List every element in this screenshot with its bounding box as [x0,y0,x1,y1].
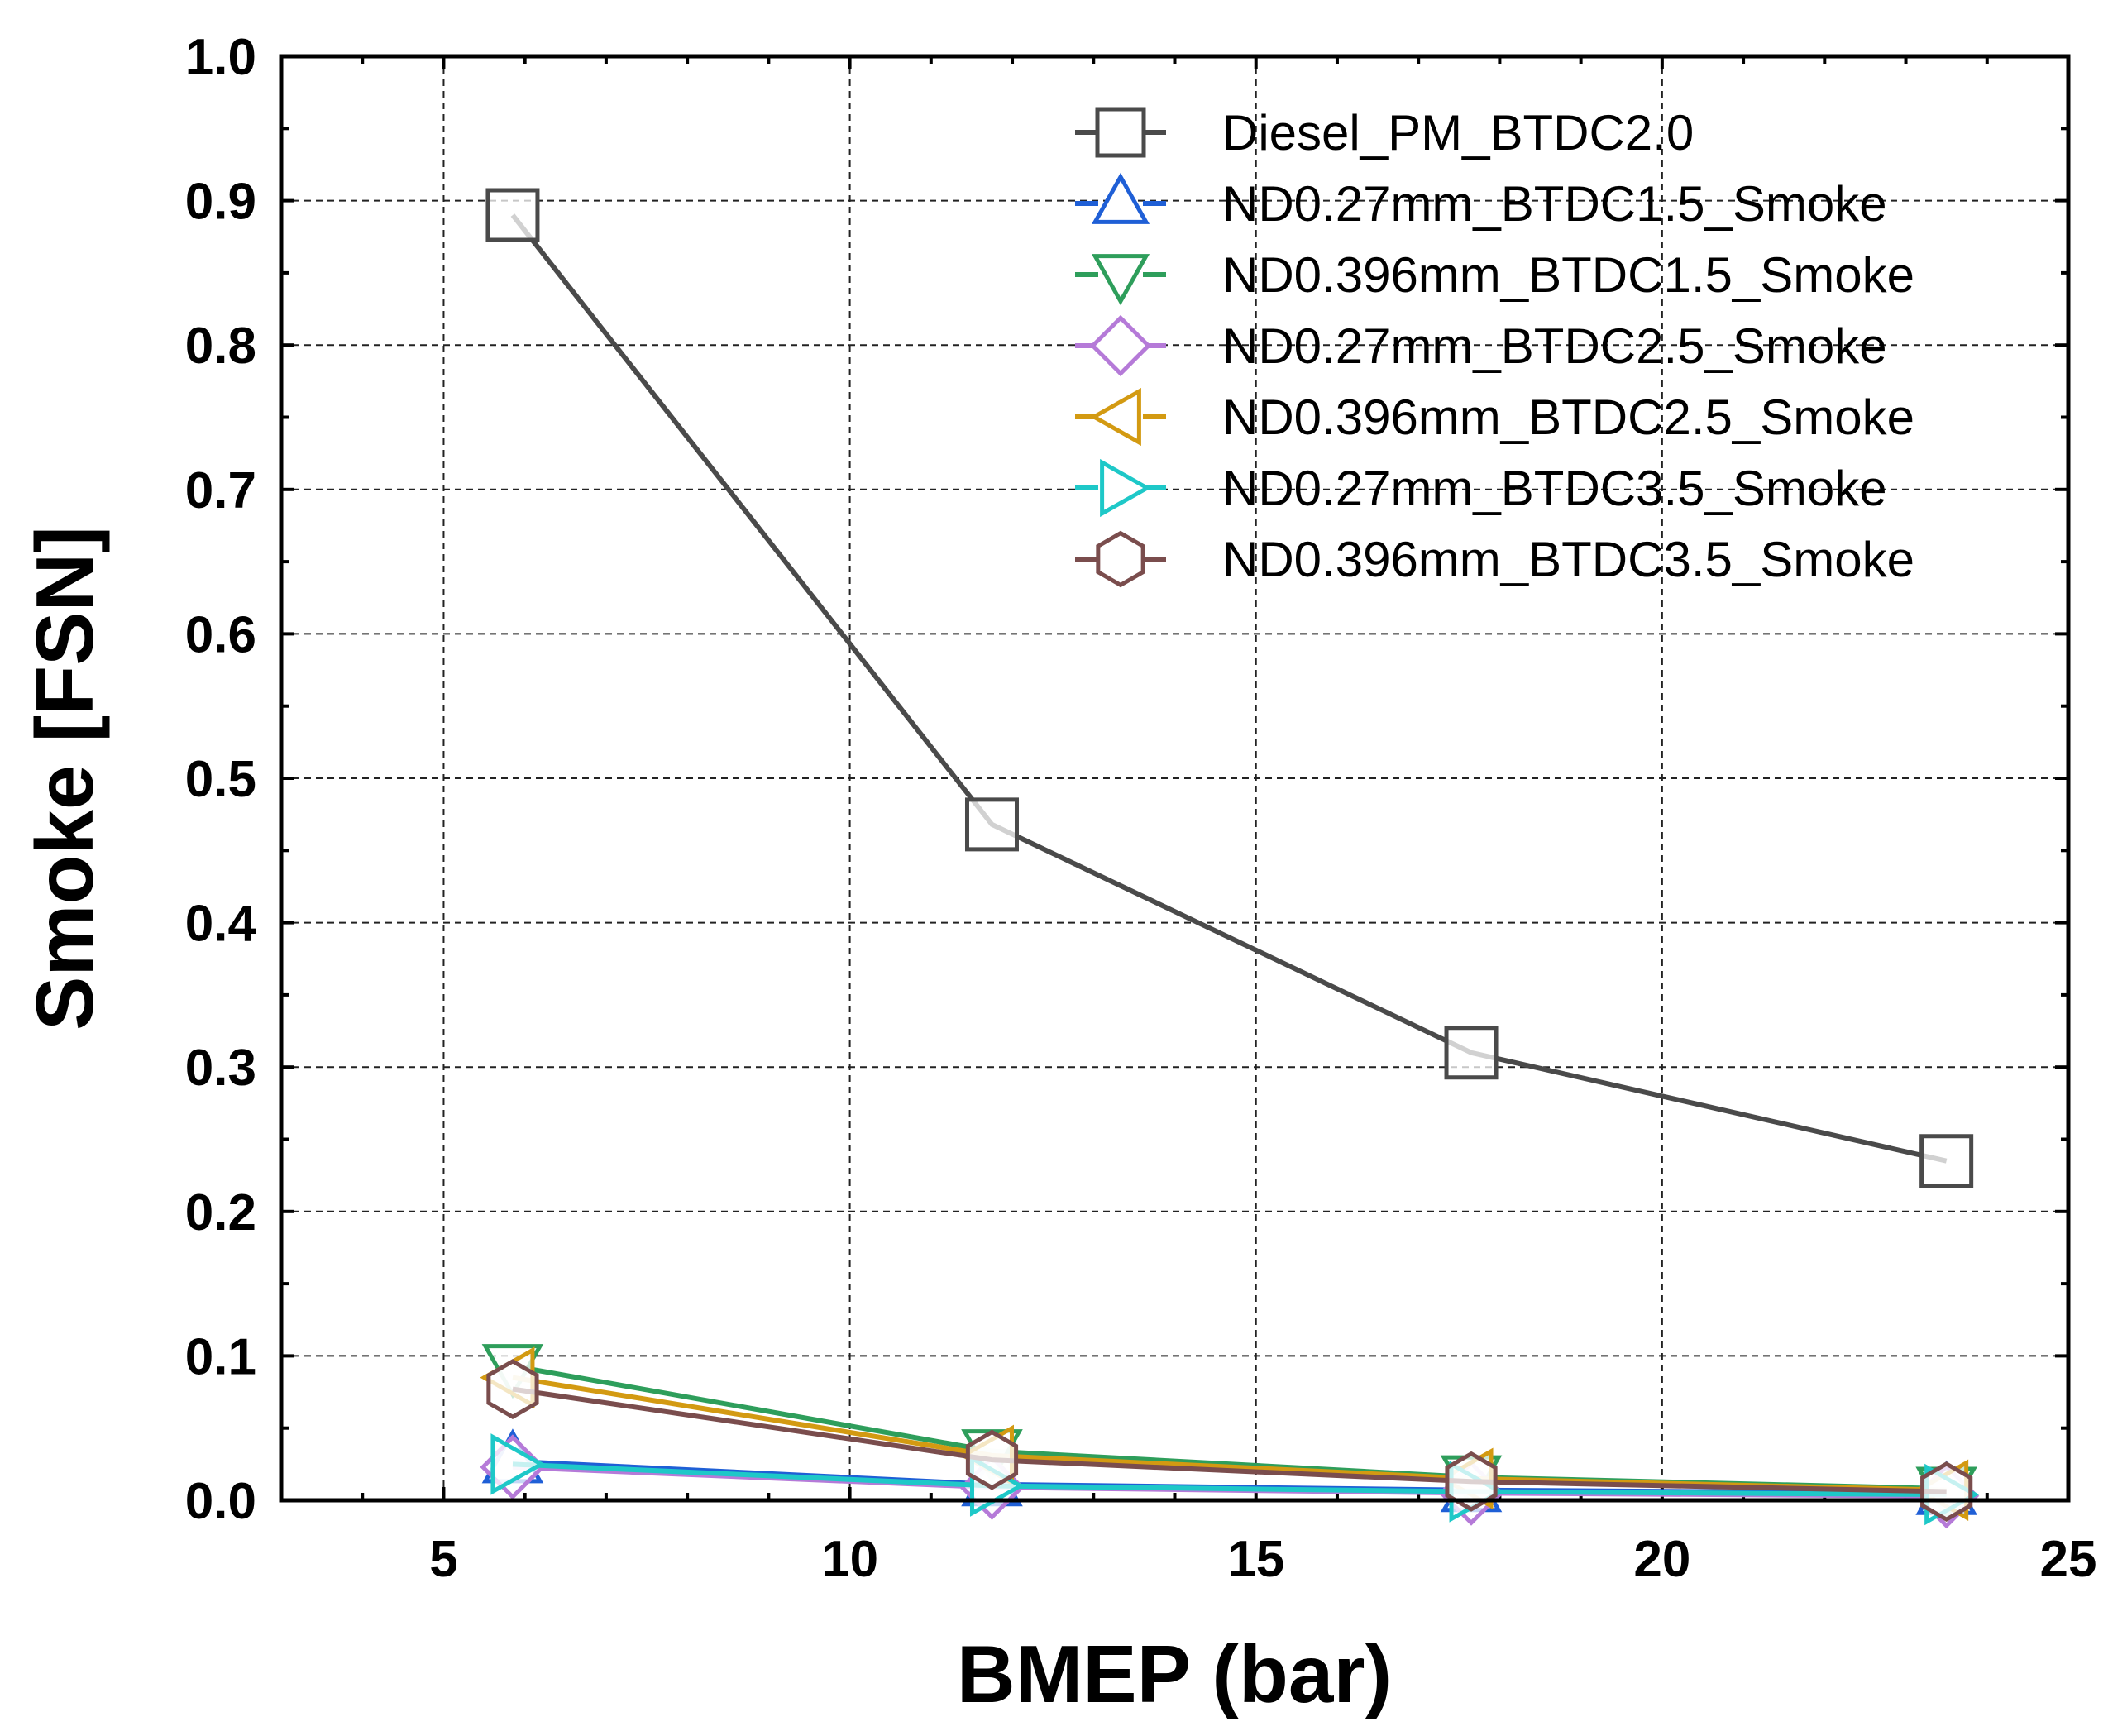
legend-label: ND0.396mm_BTDC2.5_Smoke [1222,390,1914,445]
legend-entry: ND0.27mm_BTDC1.5_Smoke [1075,172,1887,232]
series-layer [480,188,1980,1529]
y-axis-title: Smoke [FSN] [19,526,110,1031]
data-point [485,188,540,242]
data-point [1920,1461,1973,1523]
x-tick-label: 20 [1633,1531,1690,1588]
legend-marker [1095,107,1146,158]
legend-entry: Diesel_PM_BTDC2.0 [1075,105,1694,160]
series-3 [480,1434,1980,1529]
data-point [490,1433,546,1495]
data-point [486,1359,539,1420]
y-tick-label: 0.2 [185,1184,256,1241]
legend-label: ND0.27mm_BTDC1.5_Smoke [1222,176,1887,232]
x-tick-label: 25 [2040,1531,2097,1588]
x-axis-title: BMEP (bar) [957,1628,1392,1719]
y-tick-label: 0.9 [185,174,256,231]
x-tick-label: 10 [821,1531,878,1588]
y-tick-label: 0.8 [185,318,256,375]
series-5 [490,1433,1980,1526]
legend-marker [1091,172,1150,224]
series-line [512,1386,1947,1494]
series-line [510,213,1948,1164]
legend-label: ND0.396mm_BTDC1.5_Smoke [1222,247,1914,303]
y-tick-label: 0.3 [185,1040,256,1097]
legend-label: ND0.27mm_BTDC3.5_Smoke [1222,461,1887,516]
grid-layer [281,56,2068,1500]
legend-entry: ND0.27mm_BTDC3.5_Smoke [1075,458,1887,518]
legend-marker [1089,387,1141,447]
legend-marker [1100,458,1152,518]
legend-entry: ND0.396mm_BTDC3.5_Smoke [1075,530,1914,588]
y-tick-label: 0.5 [185,751,256,808]
series-0 [485,188,1974,1188]
data-point [965,1429,1019,1490]
data-point [1445,1451,1498,1512]
data-point [1919,1134,1974,1188]
legend-label: ND0.396mm_BTDC3.5_Smoke [1222,532,1914,587]
x-tick-label: 5 [429,1531,457,1588]
legend-label: ND0.27mm_BTDC2.5_Smoke [1222,318,1887,374]
legend: Diesel_PM_BTDC2.0 ND0.27mm_BTDC1.5_Smoke N… [1075,105,1914,588]
x-tick-label: 15 [1227,1531,1284,1588]
legend-label: Diesel_PM_BTDC2.0 [1222,105,1694,160]
legend-marker [1089,314,1152,377]
y-tick-label: 0.4 [185,896,257,953]
plot-frame [279,54,2071,1503]
series-line [512,1461,1947,1498]
y-tick-label: 0.6 [185,606,256,663]
data-point [1444,1026,1499,1080]
y-tick-label: 0.1 [185,1328,256,1385]
y-tick-label: 0.7 [185,462,256,519]
legend-entry: ND0.396mm_BTDC2.5_Smoke [1075,387,1914,447]
legend-entry: ND0.27mm_BTDC2.5_Smoke [1075,314,1887,377]
y-tick-label: 1.0 [185,29,256,86]
y-tick-label: 0.0 [185,1473,256,1530]
series-6 [486,1359,1973,1523]
data-point [964,797,1019,852]
legend-marker [1091,254,1150,306]
legend-entry: ND0.396mm_BTDC1.5_Smoke [1075,247,1914,306]
legend-marker [1096,530,1145,588]
ticks-layer: 0.0 0.1 0.2 0.3 0.4 0.5 0.6 0.7 0.8 0.9 1.0 5 10 15 20… [185,29,2097,1588]
